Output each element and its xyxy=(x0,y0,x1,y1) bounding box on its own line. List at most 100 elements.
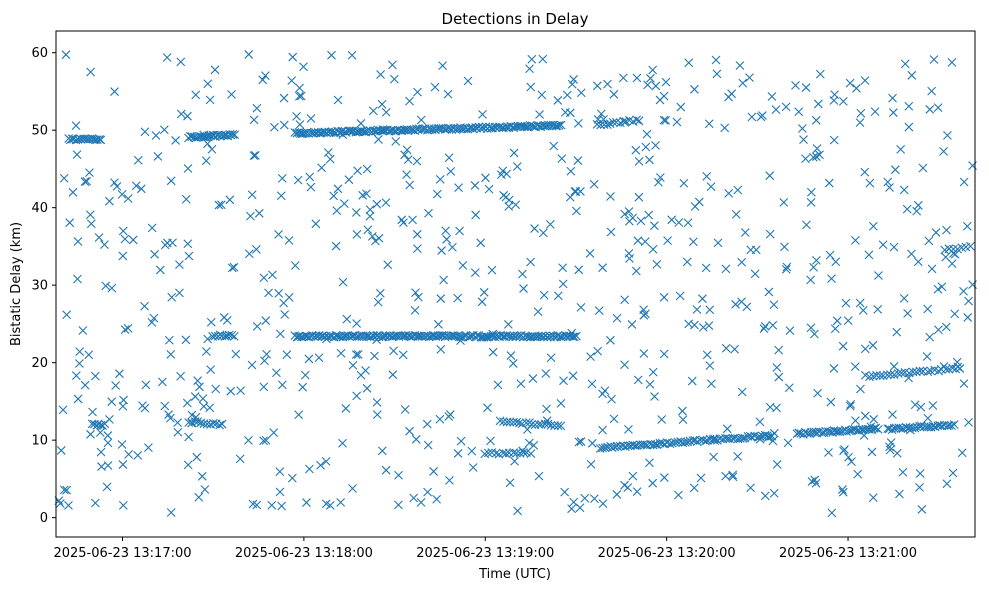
detection-point xyxy=(252,103,262,113)
detection-point xyxy=(512,417,522,427)
detection-point xyxy=(556,120,566,130)
detection-point xyxy=(365,205,375,215)
detection-point xyxy=(499,190,509,200)
detection-point xyxy=(401,331,411,340)
detection-point xyxy=(661,116,671,125)
detection-point xyxy=(907,249,916,259)
detection-point xyxy=(760,491,770,501)
detection-point xyxy=(916,402,926,412)
detection-point xyxy=(596,120,606,130)
detection-point xyxy=(915,366,925,376)
detection-point xyxy=(885,442,894,452)
detection-point xyxy=(94,233,104,242)
detection-point xyxy=(84,350,94,360)
detection-point xyxy=(352,391,362,401)
detection-point xyxy=(505,478,515,488)
detection-point xyxy=(888,410,897,419)
detection-point xyxy=(690,84,699,94)
detection-point xyxy=(413,292,423,302)
detection-point xyxy=(587,379,597,389)
detection-point xyxy=(470,268,480,278)
detection-point xyxy=(381,198,391,207)
detection-point xyxy=(236,386,245,396)
detection-point xyxy=(410,305,420,315)
detection-point xyxy=(633,375,643,385)
detection-point xyxy=(623,483,633,492)
detection-point xyxy=(305,464,314,474)
chart-title: Detections in Delay xyxy=(442,10,589,28)
detection-point xyxy=(499,417,508,426)
detection-point xyxy=(603,79,612,89)
detection-point xyxy=(217,419,227,429)
detection-point xyxy=(120,234,130,244)
detection-point xyxy=(400,150,409,160)
detection-point xyxy=(527,419,537,429)
detection-point xyxy=(808,152,818,162)
detection-point xyxy=(634,192,644,202)
detection-point xyxy=(249,151,259,161)
detection-point xyxy=(625,254,634,263)
detection-point xyxy=(553,291,563,301)
detection-point xyxy=(915,483,924,492)
detection-point xyxy=(882,370,892,380)
y-tick-label: 30 xyxy=(31,279,48,294)
detection-point xyxy=(667,215,677,225)
detection-point xyxy=(589,179,599,189)
detection-point xyxy=(115,369,124,379)
detection-point xyxy=(612,490,622,499)
detection-point xyxy=(133,155,143,165)
detection-point xyxy=(698,294,707,304)
detection-point xyxy=(394,470,403,480)
detection-point xyxy=(299,62,308,72)
detection-point xyxy=(902,204,912,214)
detection-point xyxy=(769,300,779,310)
detection-point xyxy=(412,229,422,239)
detection-point xyxy=(682,257,692,267)
detection-point xyxy=(160,401,170,411)
detection-point xyxy=(504,202,514,211)
detection-point xyxy=(483,403,492,413)
detection-point xyxy=(652,259,662,269)
detection-point xyxy=(878,240,888,250)
detection-point xyxy=(957,448,967,458)
detection-point xyxy=(860,167,870,177)
detection-point xyxy=(118,500,128,510)
y-tick-label: 20 xyxy=(31,356,48,371)
detection-point xyxy=(511,200,521,210)
detection-point xyxy=(261,71,270,80)
x-axis: 2025-06-23 13:17:00 2025-06-23 13:18:00 20… xyxy=(53,537,917,561)
detection-point xyxy=(955,364,965,373)
detection-point xyxy=(576,437,586,446)
detection-point xyxy=(592,81,602,91)
detection-point xyxy=(959,177,969,187)
detection-point xyxy=(333,95,343,105)
detection-point xyxy=(860,411,870,421)
detection-point xyxy=(279,93,289,103)
plot-frame xyxy=(55,30,976,538)
detection-point xyxy=(948,468,958,478)
detection-point xyxy=(325,154,335,164)
detection-point xyxy=(724,92,733,102)
detection-point xyxy=(747,112,757,122)
detection-point xyxy=(277,501,287,511)
detection-point xyxy=(272,368,281,378)
detection-point xyxy=(406,125,416,135)
detection-point xyxy=(173,418,182,428)
detection-point xyxy=(701,263,711,273)
detection-point xyxy=(167,292,177,302)
detection-point xyxy=(298,382,308,392)
detection-point xyxy=(164,410,173,419)
detection-point xyxy=(648,478,658,488)
detection-point xyxy=(526,257,536,267)
detection-point xyxy=(252,321,262,331)
detection-point xyxy=(92,135,102,144)
detection-point xyxy=(765,402,775,412)
detection-point xyxy=(550,421,559,430)
detection-point xyxy=(731,209,741,219)
detection-point xyxy=(402,170,411,180)
detection-point xyxy=(68,187,78,197)
detection-point xyxy=(692,305,702,314)
detection-point xyxy=(569,75,578,84)
detection-point xyxy=(513,506,522,516)
detection-point xyxy=(782,262,792,272)
